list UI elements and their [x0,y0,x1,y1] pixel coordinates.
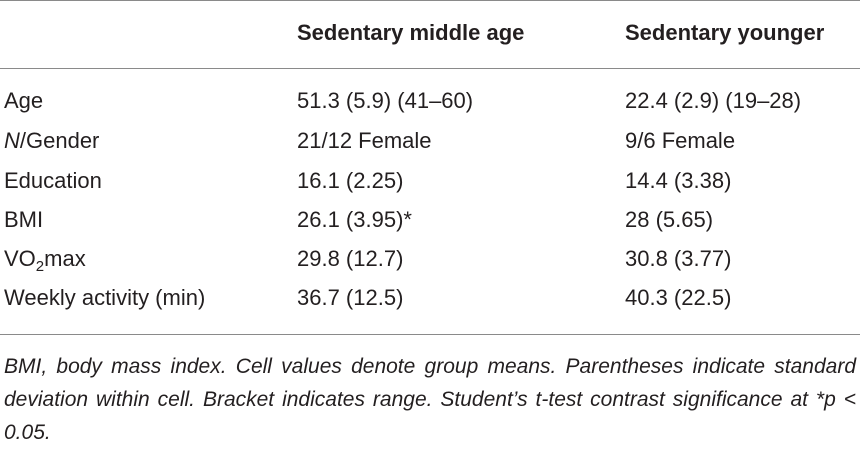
row-label-n: N [4,128,20,153]
bottom-rule [0,334,860,335]
cell-n-gender-younger: 9/6 Female [625,128,736,153]
cell-education-middle-age: 16.1 (2.25) [297,168,404,193]
row-label-education: Education [4,168,102,193]
cell-n-gender-middle-age: 21/12 Female [297,128,432,153]
row-label-vo2max: VO2max [4,246,86,275]
cell-age-younger: 22.4 (2.9) (19–28) [625,88,802,113]
header-sedentary-middle-age: Sedentary middle age [297,20,525,45]
cell-bmi-younger: 28 (5.65) [625,207,714,232]
vo2max-suffix: max [44,246,86,271]
cell-age-middle-age: 51.3 (5.9) (41–60) [297,88,474,113]
header-rule [0,68,860,69]
cell-vo2max-younger: 30.8 (3.77) [625,246,732,271]
top-rule [0,0,860,1]
row-label-bmi: BMI [4,207,44,232]
cell-weekly-activity-younger: 40.3 (22.5) [625,285,732,310]
header-sedentary-younger: Sedentary younger [625,20,825,45]
vo2max-subscript: 2 [35,258,45,275]
cell-education-younger: 14.4 (3.38) [625,168,732,193]
vo2max-prefix: VO [4,246,36,271]
cell-bmi-middle-age: 26.1 (3.95)* [297,207,412,232]
row-label-weekly-activity: Weekly activity (min) [4,285,206,310]
row-label-gender: /Gender [19,128,100,153]
row-label-n-gender: N/Gender [4,128,99,154]
cell-weekly-activity-middle-age: 36.7 (12.5) [297,285,404,310]
table-footnote: BMI, body mass index. Cell values denote… [4,355,856,444]
cell-vo2max-middle-age: 29.8 (12.7) [297,246,404,271]
row-label-age: Age [4,88,44,113]
